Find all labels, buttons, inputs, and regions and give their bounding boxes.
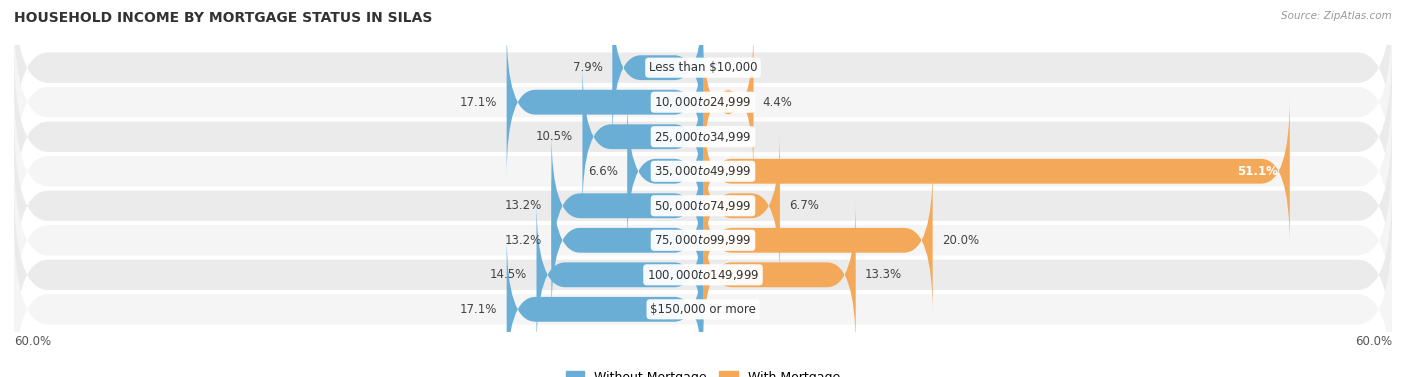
FancyBboxPatch shape — [612, 0, 703, 141]
Text: $25,000 to $34,999: $25,000 to $34,999 — [654, 130, 752, 144]
Text: 0.0%: 0.0% — [713, 303, 742, 316]
FancyBboxPatch shape — [506, 236, 703, 377]
Text: 13.2%: 13.2% — [505, 199, 543, 212]
Text: $10,000 to $24,999: $10,000 to $24,999 — [654, 95, 752, 109]
Text: 13.3%: 13.3% — [865, 268, 903, 281]
Text: 0.0%: 0.0% — [713, 130, 742, 143]
Text: 20.0%: 20.0% — [942, 234, 979, 247]
FancyBboxPatch shape — [14, 117, 1392, 294]
Text: 4.4%: 4.4% — [762, 96, 793, 109]
Text: $75,000 to $99,999: $75,000 to $99,999 — [654, 233, 752, 247]
Text: 6.7%: 6.7% — [789, 199, 818, 212]
Text: 7.9%: 7.9% — [574, 61, 603, 74]
FancyBboxPatch shape — [14, 48, 1392, 225]
Text: $150,000 or more: $150,000 or more — [650, 303, 756, 316]
FancyBboxPatch shape — [582, 63, 703, 211]
Text: 6.6%: 6.6% — [588, 165, 619, 178]
FancyBboxPatch shape — [537, 201, 703, 349]
FancyBboxPatch shape — [14, 83, 1392, 260]
FancyBboxPatch shape — [627, 97, 703, 245]
Text: Less than $10,000: Less than $10,000 — [648, 61, 758, 74]
FancyBboxPatch shape — [703, 28, 754, 176]
FancyBboxPatch shape — [506, 28, 703, 176]
Text: $50,000 to $74,999: $50,000 to $74,999 — [654, 199, 752, 213]
Text: 60.0%: 60.0% — [1355, 335, 1392, 348]
Text: $35,000 to $49,999: $35,000 to $49,999 — [654, 164, 752, 178]
Text: $100,000 to $149,999: $100,000 to $149,999 — [647, 268, 759, 282]
Text: 60.0%: 60.0% — [14, 335, 51, 348]
FancyBboxPatch shape — [14, 14, 1392, 190]
FancyBboxPatch shape — [14, 221, 1392, 377]
FancyBboxPatch shape — [551, 132, 703, 280]
Text: 0.0%: 0.0% — [713, 61, 742, 74]
Text: 17.1%: 17.1% — [460, 303, 498, 316]
FancyBboxPatch shape — [14, 152, 1392, 329]
FancyBboxPatch shape — [14, 0, 1392, 156]
Legend: Without Mortgage, With Mortgage: Without Mortgage, With Mortgage — [561, 366, 845, 377]
FancyBboxPatch shape — [703, 201, 856, 349]
FancyBboxPatch shape — [703, 97, 1289, 245]
Text: 17.1%: 17.1% — [460, 96, 498, 109]
Text: 51.1%: 51.1% — [1237, 165, 1278, 178]
FancyBboxPatch shape — [14, 187, 1392, 363]
FancyBboxPatch shape — [551, 166, 703, 314]
FancyBboxPatch shape — [703, 132, 780, 280]
Text: HOUSEHOLD INCOME BY MORTGAGE STATUS IN SILAS: HOUSEHOLD INCOME BY MORTGAGE STATUS IN S… — [14, 11, 433, 25]
Text: 13.2%: 13.2% — [505, 234, 543, 247]
FancyBboxPatch shape — [703, 166, 932, 314]
Text: 14.5%: 14.5% — [491, 268, 527, 281]
Text: 10.5%: 10.5% — [536, 130, 574, 143]
Text: Source: ZipAtlas.com: Source: ZipAtlas.com — [1281, 11, 1392, 21]
